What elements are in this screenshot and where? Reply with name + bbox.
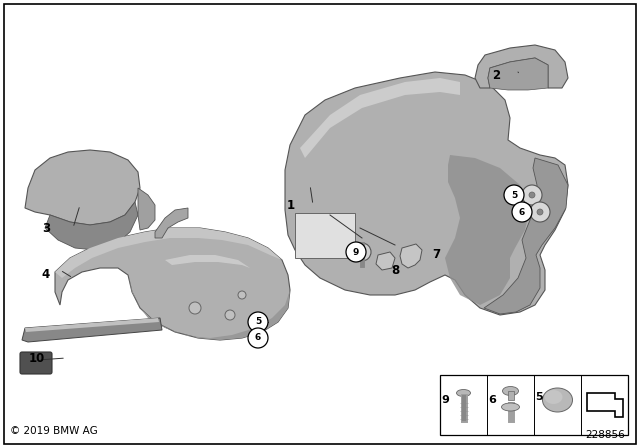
Text: 10: 10 <box>29 352 45 365</box>
Polygon shape <box>55 228 282 278</box>
Polygon shape <box>25 318 159 332</box>
FancyBboxPatch shape <box>20 352 52 374</box>
Bar <box>440 375 628 435</box>
Ellipse shape <box>543 388 573 412</box>
Circle shape <box>512 202 532 222</box>
Polygon shape <box>285 72 568 315</box>
Circle shape <box>504 185 524 205</box>
Polygon shape <box>25 150 140 225</box>
Polygon shape <box>400 244 422 268</box>
Bar <box>295 213 355 258</box>
Text: 5: 5 <box>255 318 261 327</box>
Polygon shape <box>300 78 460 158</box>
Text: 5: 5 <box>536 392 543 402</box>
Polygon shape <box>586 393 623 417</box>
Ellipse shape <box>456 389 470 396</box>
Polygon shape <box>484 158 568 314</box>
Circle shape <box>248 312 268 332</box>
Text: 8: 8 <box>392 263 400 276</box>
Circle shape <box>530 202 550 222</box>
Circle shape <box>522 185 542 205</box>
Polygon shape <box>22 318 162 342</box>
Text: 6: 6 <box>518 207 525 217</box>
Text: 6: 6 <box>519 207 525 216</box>
Circle shape <box>189 302 201 314</box>
Ellipse shape <box>502 403 520 411</box>
Polygon shape <box>45 202 138 250</box>
Text: 6: 6 <box>255 333 261 343</box>
Circle shape <box>537 209 543 215</box>
Ellipse shape <box>545 390 563 404</box>
Circle shape <box>529 192 535 198</box>
Polygon shape <box>55 228 290 340</box>
Text: 6: 6 <box>488 395 497 405</box>
Ellipse shape <box>502 387 518 396</box>
Text: 3: 3 <box>42 221 50 234</box>
Text: 5: 5 <box>511 190 517 199</box>
Circle shape <box>238 291 246 299</box>
Polygon shape <box>128 275 290 340</box>
Circle shape <box>225 310 235 320</box>
Text: 9: 9 <box>442 395 449 405</box>
Text: 1: 1 <box>287 198 295 211</box>
Polygon shape <box>376 252 395 270</box>
Text: 7: 7 <box>432 249 440 262</box>
Polygon shape <box>475 45 568 88</box>
Circle shape <box>248 328 268 348</box>
Text: 9: 9 <box>353 247 359 257</box>
Text: 4: 4 <box>42 268 50 281</box>
Circle shape <box>346 242 366 262</box>
Polygon shape <box>155 208 188 238</box>
Text: 228856: 228856 <box>585 430 625 440</box>
Text: 5: 5 <box>510 190 518 200</box>
Text: 2: 2 <box>492 69 500 82</box>
Circle shape <box>353 243 371 261</box>
Polygon shape <box>138 188 155 230</box>
Bar <box>508 391 513 400</box>
Polygon shape <box>445 155 530 305</box>
Polygon shape <box>488 58 548 90</box>
Text: © 2019 BMW AG: © 2019 BMW AG <box>10 426 98 436</box>
Polygon shape <box>165 255 250 268</box>
